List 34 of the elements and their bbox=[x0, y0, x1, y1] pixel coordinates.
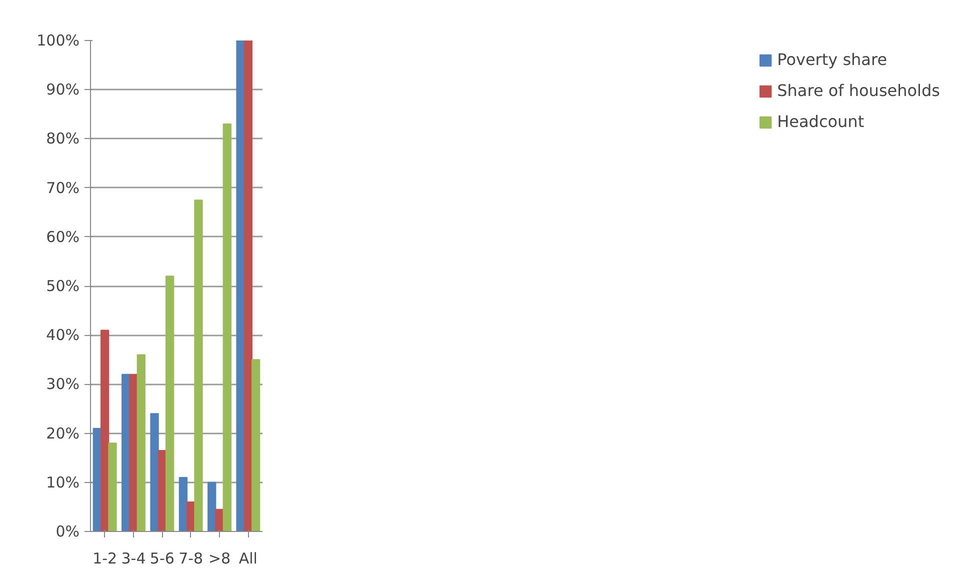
y-tick-label: 30% bbox=[46, 375, 80, 394]
bar bbox=[194, 200, 203, 532]
bar bbox=[236, 40, 245, 532]
bar bbox=[108, 442, 117, 532]
y-tick-label: 60% bbox=[46, 228, 80, 246]
bar bbox=[215, 508, 224, 532]
x-tick-label: 3-4 bbox=[121, 550, 146, 568]
x-tick-label: 7-8 bbox=[178, 550, 204, 568]
y-tick-label: 90% bbox=[46, 80, 80, 99]
legend-label: Poverty share bbox=[777, 50, 888, 69]
bar bbox=[251, 359, 260, 532]
x-tick-label: 5-6 bbox=[150, 550, 174, 568]
x-tick-label: All bbox=[238, 550, 258, 568]
x-tick-label: 1-2 bbox=[92, 550, 118, 568]
y-tick-label: 50% bbox=[46, 277, 80, 295]
y-tick-label: 10% bbox=[46, 473, 80, 492]
bar bbox=[150, 413, 159, 532]
bar bbox=[136, 354, 146, 532]
legend-label: Headcount bbox=[777, 112, 864, 131]
bar bbox=[100, 330, 110, 532]
bar bbox=[244, 40, 252, 532]
y-tick-label: 0% bbox=[56, 522, 80, 540]
bar bbox=[165, 276, 174, 532]
y-tick-label: 70% bbox=[46, 178, 80, 197]
legend-label: Share of households bbox=[777, 81, 940, 100]
y-tick-label: 40% bbox=[46, 326, 80, 344]
bar bbox=[208, 482, 216, 532]
bar bbox=[178, 476, 188, 532]
y-tick-label: 20% bbox=[46, 424, 80, 442]
bar bbox=[129, 374, 138, 532]
y-tick-label: 80% bbox=[46, 130, 80, 148]
y-tick-label: 100% bbox=[36, 32, 80, 50]
x-tick-label: >8 bbox=[208, 550, 231, 568]
bar bbox=[222, 123, 232, 532]
